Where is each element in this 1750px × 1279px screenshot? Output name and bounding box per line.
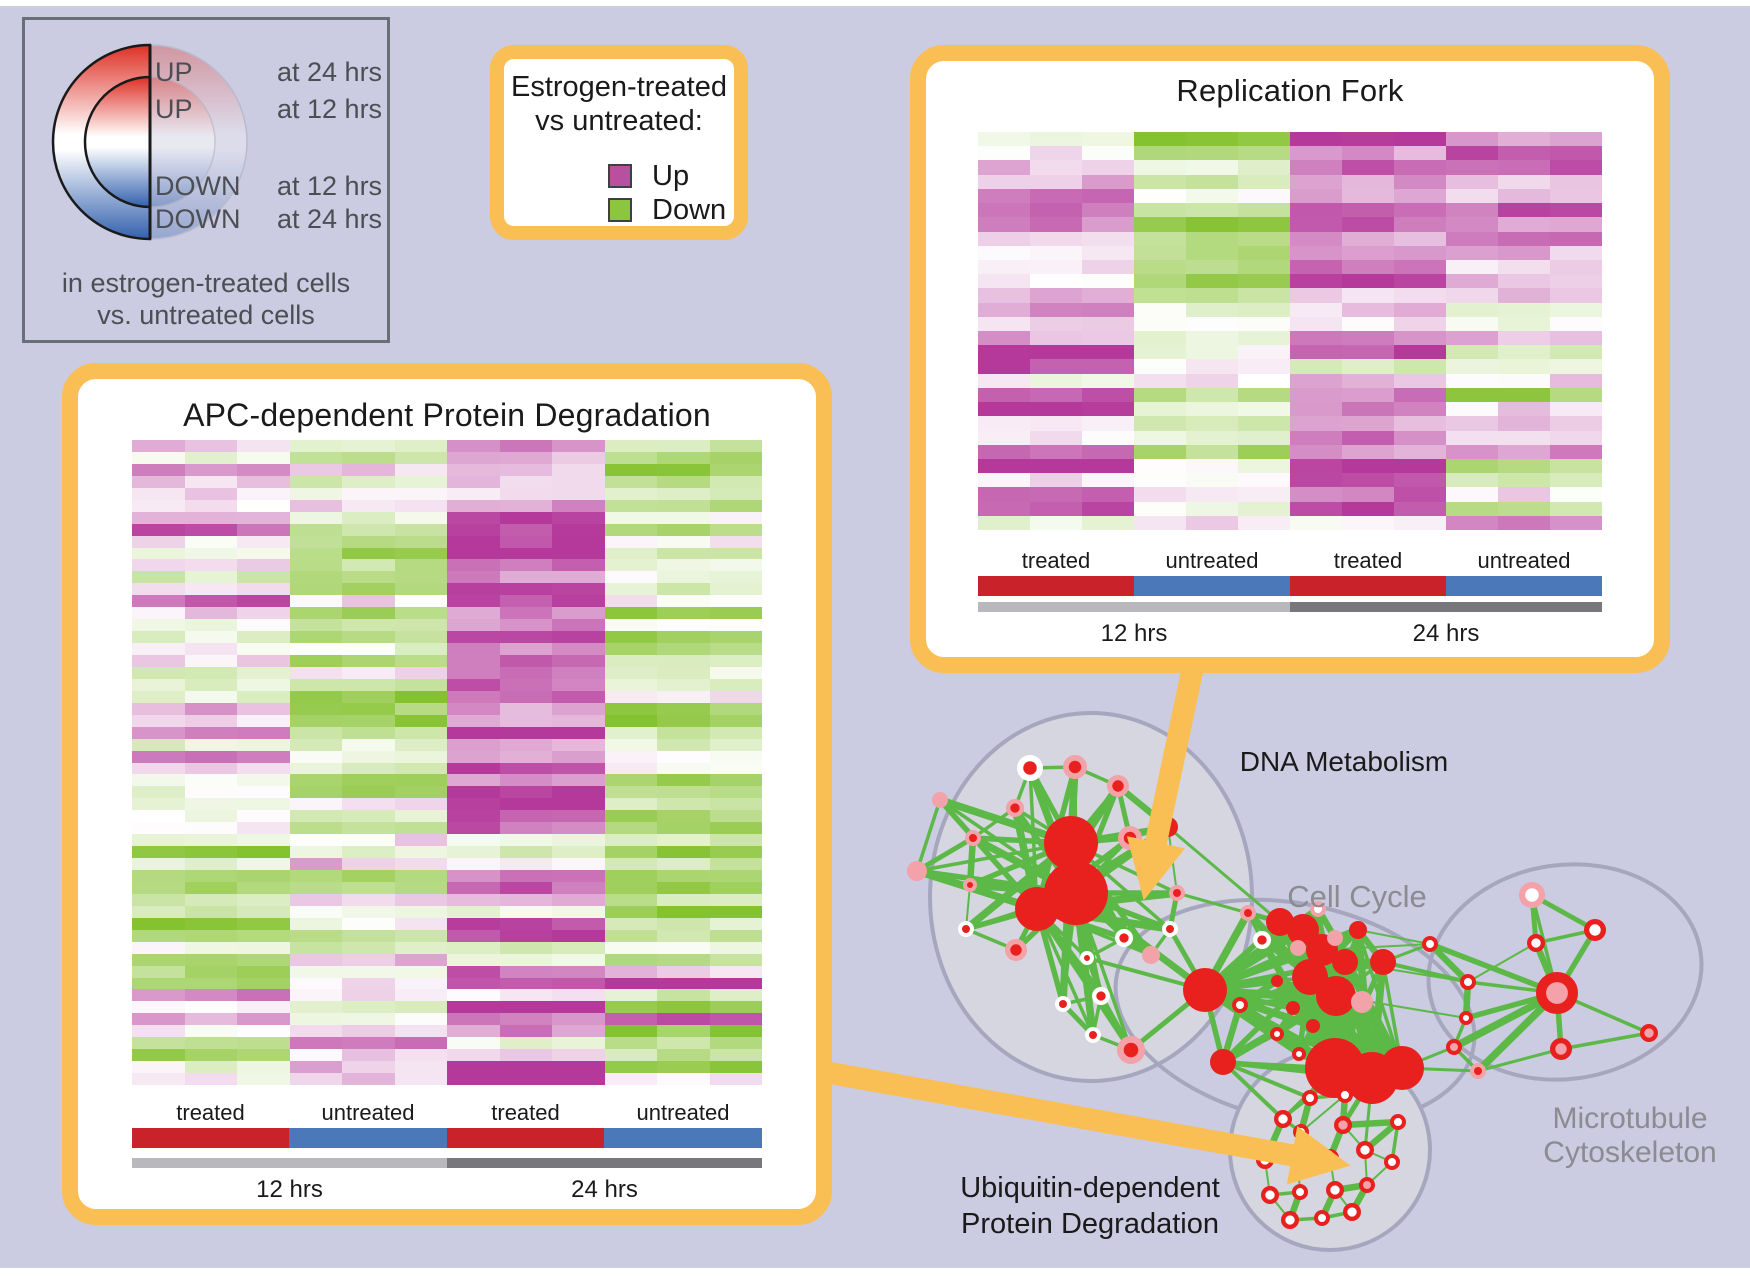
rf-24hr-bar — [1290, 602, 1602, 612]
down-color-swatch — [608, 198, 632, 222]
apc-panel-title: APC-dependent Protein Degradation — [183, 397, 711, 433]
replication-fork-title: Replication Fork — [1176, 73, 1404, 108]
apc-col-label-untreated-24: untreated — [636, 1100, 730, 1125]
apc-col-label-treated-12: treated — [176, 1100, 245, 1125]
apc-untreated-bar-24 — [604, 1128, 762, 1148]
estrogen-legend-title-line1: Estrogen-treated — [510, 71, 727, 103]
rf-col-label-untreated-24: untreated — [1477, 548, 1571, 573]
legend-item-down: Down — [504, 194, 734, 226]
down-12-dir: DOWN — [155, 171, 241, 201]
rf-untreated-bar-24 — [1446, 576, 1602, 596]
rf-24hr-label: 24 hrs — [1412, 620, 1480, 647]
updown-ring-diagram — [51, 43, 248, 241]
apc-24hr-bar — [447, 1158, 762, 1168]
apc-24hr-label: 24 hrs — [571, 1176, 638, 1203]
legend-item-up: Up — [504, 160, 734, 192]
updown-caption-line2: vs. untreated cells — [97, 300, 315, 330]
apc-panel: APC-dependent Protein Degradation treate… — [62, 363, 832, 1225]
apc-col-label-treated-24: treated — [491, 1100, 560, 1125]
apc-treated-bar-24 — [447, 1128, 604, 1148]
dna-metabolism-label: DNA Metabolism — [1239, 746, 1449, 777]
up-24-dir: UP — [155, 57, 193, 87]
rf-col-label-untreated-12: untreated — [1165, 548, 1259, 573]
cell-cycle-label: Cell Cycle — [1287, 879, 1427, 914]
apc-12hr-label: 12 hrs — [256, 1176, 323, 1203]
apc-heatmap — [132, 440, 762, 1085]
rf-12hr-label: 12 hrs — [1100, 620, 1168, 647]
up-color-swatch — [608, 164, 632, 188]
rf-untreated-bar-12 — [1134, 576, 1290, 596]
rf-col-label-treated-24: treated — [1333, 548, 1403, 573]
updown-caption-line1: in estrogen-treated cells — [61, 268, 351, 298]
rf-treated-bar-12 — [978, 576, 1134, 596]
rf-treated-bar-24 — [1290, 576, 1446, 596]
down-label: Down — [652, 194, 727, 226]
up-12-time: at 12 hrs — [277, 94, 383, 124]
updown-ring-legend: UP at 24 hrs UP at 12 hrs DOWN at 12 hrs… — [22, 17, 390, 343]
rf-col-label-treated-12: treated — [1021, 548, 1091, 573]
down-24-time: at 24 hrs — [277, 204, 383, 234]
ubiquitin-label-line1: Ubiquitin-dependent — [960, 1172, 1220, 1204]
estrogen-legend-title-line2: vs untreated: — [535, 105, 703, 137]
ubiquitin-label-line2: Protein Degradation — [961, 1208, 1219, 1240]
apc-col-label-untreated-12: untreated — [321, 1100, 415, 1125]
apc-12hr-bar — [132, 1158, 447, 1168]
up-12-dir: UP — [155, 94, 193, 124]
replication-fork-heatmap — [978, 132, 1602, 530]
down-12-time: at 12 hrs — [277, 171, 383, 201]
replication-fork-panel: Replication Fork treated untreated treat… — [910, 45, 1670, 673]
microtubule-label: Microtubule — [1552, 1102, 1708, 1135]
rf-12hr-bar — [978, 602, 1290, 612]
apc-untreated-bar-12 — [289, 1128, 447, 1148]
apc-treated-bar-12 — [132, 1128, 289, 1148]
estrogen-color-legend: Estrogen-treated vs untreated: Up Down — [490, 45, 748, 240]
up-label: Up — [652, 160, 690, 192]
down-24-dir: DOWN — [155, 204, 241, 234]
cytoskeleton-label: Cytoskeleton — [1543, 1136, 1717, 1169]
up-24-time: at 24 hrs — [277, 57, 383, 87]
